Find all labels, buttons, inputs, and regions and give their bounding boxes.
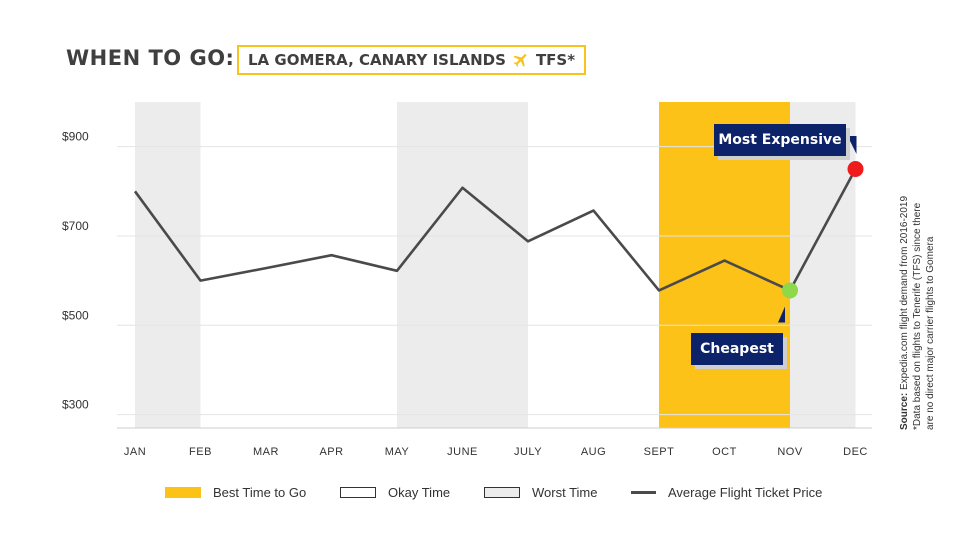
source-line: Source: Expedia.com flight demand from 2… [898, 130, 911, 430]
legend-label-okay: Okay Time [388, 485, 451, 500]
source-label: Source: [899, 392, 910, 430]
x-tick-sept: SEPT [644, 446, 675, 458]
highlight-dots [778, 135, 864, 323]
most-expensive-callout: Most Expensive [714, 124, 846, 156]
cheapest-callout: Cheapest [691, 333, 783, 365]
band-jan [135, 102, 201, 428]
legend-swatch-line [631, 491, 656, 494]
airport-code: TFS* [535, 51, 576, 69]
legend-swatch-worst [484, 487, 520, 498]
legend-label-line: Average Flight Ticket Price [668, 485, 823, 500]
cheapest-pointer [778, 306, 785, 323]
y-tick-500: $500 [62, 308, 89, 322]
destination-label: LA GOMERA, CANARY ISLANDS TFS* [237, 45, 587, 75]
band-nov [790, 102, 856, 428]
x-tick-jan: JAN [124, 446, 146, 458]
x-tick-july: JULY [514, 446, 542, 458]
y-axis-labels: $900 $700 $500 $300 [62, 130, 89, 412]
most-expensive-dot [847, 160, 864, 177]
destination-name: LA GOMERA, CANARY ISLANDS [248, 51, 506, 69]
source-note: Source: Expedia.com flight demand from 2… [898, 130, 937, 430]
legend-item-okay: Okay Time [340, 485, 450, 500]
x-tick-dec: DEC [843, 446, 868, 458]
x-tick-apr: APR [319, 446, 343, 458]
legend-item-worst: Worst Time [484, 485, 598, 500]
legend-item-line: Average Flight Ticket Price [631, 485, 822, 500]
most-expensive-pointer [847, 135, 857, 154]
legend-swatch-okay [340, 487, 376, 498]
legend-label-best: Best Time to Go [213, 485, 307, 500]
y-tick-700: $700 [62, 219, 89, 233]
legend: Best Time to Go Okay Time Worst Time Ave… [0, 485, 960, 503]
cheapest-dot [782, 282, 798, 299]
x-axis-labels: JAN FEB MAR APR MAY JUNE JULY AUG SEPT OCT NOV DEC [124, 446, 868, 458]
grid-lines [117, 146, 872, 429]
legend-swatch-best [165, 487, 201, 498]
x-tick-june: JUNE [447, 446, 478, 458]
source-text: Expedia.com flight demand from 2016-2019 [899, 195, 910, 393]
band-may [397, 102, 463, 428]
series-line [133, 168, 857, 292]
x-tick-nov: NOV [777, 446, 803, 458]
airplane-icon [511, 51, 531, 69]
legend-label-worst: Worst Time [532, 485, 598, 500]
source-note-line-2: are no direct major carrier flights to G… [925, 236, 936, 430]
source-note-line-1: *Data based on flights to Tenerife (TFS)… [912, 202, 923, 430]
x-tick-oct: OCT [712, 446, 737, 458]
y-tick-900: $900 [62, 130, 89, 144]
x-tick-aug: AUG [581, 446, 606, 458]
x-tick-mar: MAR [253, 446, 279, 458]
y-tick-300: $300 [62, 398, 89, 412]
x-tick-feb: FEB [189, 446, 212, 458]
band-june [462, 102, 528, 428]
x-tick-may: MAY [385, 446, 410, 458]
price-line [133, 168, 857, 292]
legend-item-best: Best Time to Go [165, 485, 306, 500]
chart-title: WHEN TO GO: [66, 46, 235, 70]
